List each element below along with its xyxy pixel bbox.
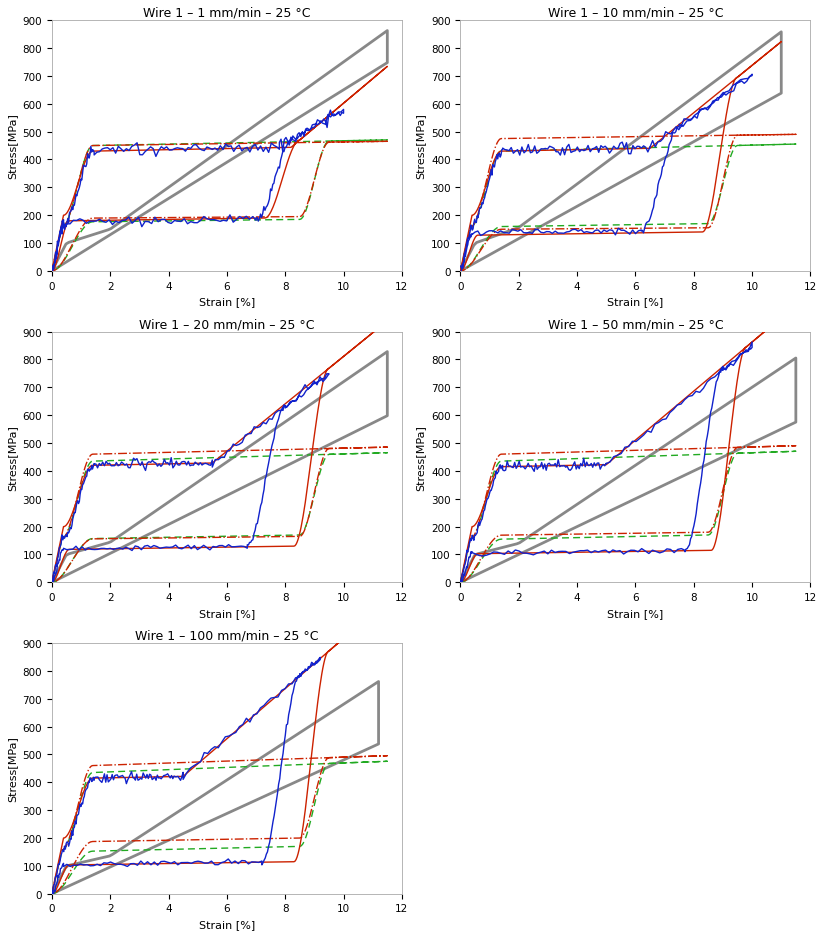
X-axis label: Strain [%]: Strain [%] <box>199 919 255 929</box>
Title: Wire 1 – 1 mm/min – 25 °C: Wire 1 – 1 mm/min – 25 °C <box>143 7 311 20</box>
Title: Wire 1 – 50 mm/min – 25 °C: Wire 1 – 50 mm/min – 25 °C <box>548 318 723 331</box>
X-axis label: Strain [%]: Strain [%] <box>607 608 663 618</box>
Title: Wire 1 – 100 mm/min – 25 °C: Wire 1 – 100 mm/min – 25 °C <box>135 629 319 642</box>
Y-axis label: Stress[MPa]: Stress[MPa] <box>415 113 425 180</box>
Title: Wire 1 – 20 mm/min – 25 °C: Wire 1 – 20 mm/min – 25 °C <box>139 318 315 331</box>
X-axis label: Strain [%]: Strain [%] <box>199 297 255 307</box>
Y-axis label: Stress[MPa]: Stress[MPa] <box>7 736 17 801</box>
X-axis label: Strain [%]: Strain [%] <box>199 608 255 618</box>
X-axis label: Strain [%]: Strain [%] <box>607 297 663 307</box>
Y-axis label: Stress[MPa]: Stress[MPa] <box>7 425 17 490</box>
Y-axis label: Stress[MPa]: Stress[MPa] <box>7 113 17 180</box>
Y-axis label: Stress[MPa]: Stress[MPa] <box>415 425 425 490</box>
Title: Wire 1 – 10 mm/min – 25 °C: Wire 1 – 10 mm/min – 25 °C <box>548 7 723 20</box>
